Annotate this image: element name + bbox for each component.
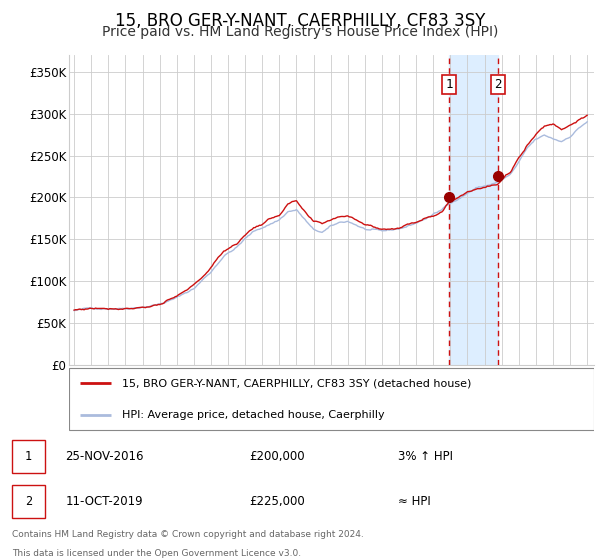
- Text: Price paid vs. HM Land Registry's House Price Index (HPI): Price paid vs. HM Land Registry's House …: [102, 25, 498, 39]
- FancyBboxPatch shape: [12, 440, 44, 473]
- FancyBboxPatch shape: [12, 486, 44, 517]
- Text: 3% ↑ HPI: 3% ↑ HPI: [398, 450, 453, 463]
- Text: 2: 2: [25, 495, 32, 508]
- Text: ≈ HPI: ≈ HPI: [398, 495, 431, 508]
- Text: 2: 2: [494, 78, 502, 91]
- Text: 11-OCT-2019: 11-OCT-2019: [65, 495, 143, 508]
- Text: Contains HM Land Registry data © Crown copyright and database right 2024.: Contains HM Land Registry data © Crown c…: [12, 530, 364, 539]
- Bar: [449, 55, 498, 365]
- FancyBboxPatch shape: [69, 368, 594, 430]
- Text: 15, BRO GER-Y-NANT, CAERPHILLY, CF83 3SY: 15, BRO GER-Y-NANT, CAERPHILLY, CF83 3SY: [115, 12, 485, 30]
- Text: 25-NOV-2016: 25-NOV-2016: [65, 450, 144, 463]
- Text: £225,000: £225,000: [250, 495, 305, 508]
- Text: 1: 1: [445, 78, 453, 91]
- Text: £200,000: £200,000: [250, 450, 305, 463]
- Text: This data is licensed under the Open Government Licence v3.0.: This data is licensed under the Open Gov…: [12, 549, 301, 558]
- Text: 15, BRO GER-Y-NANT, CAERPHILLY, CF83 3SY (detached house): 15, BRO GER-Y-NANT, CAERPHILLY, CF83 3SY…: [121, 379, 471, 389]
- Text: 1: 1: [25, 450, 32, 463]
- Text: HPI: Average price, detached house, Caerphilly: HPI: Average price, detached house, Caer…: [121, 410, 384, 419]
